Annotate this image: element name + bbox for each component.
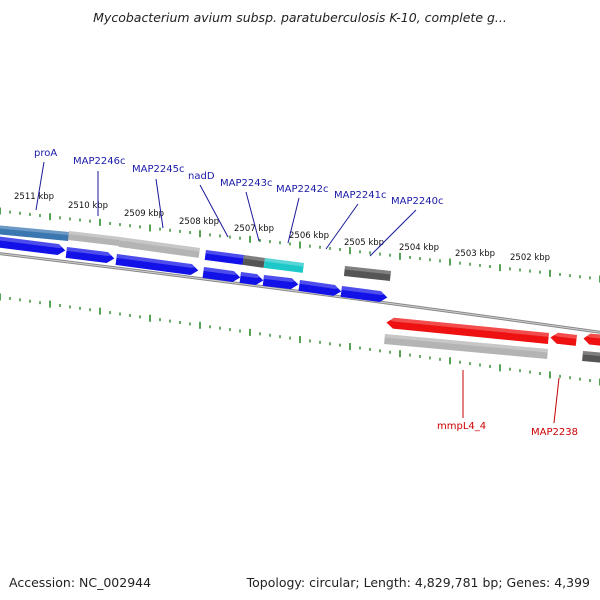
genome-backbone: [0, 252, 600, 334]
cds-forward-arrow[interactable]: [298, 280, 342, 297]
gene-block-steel-body: [0, 225, 70, 241]
cds-reverse-arrow[interactable]: [386, 317, 550, 344]
kbp-label: 2505 kbp: [344, 238, 384, 248]
label-leaders: [35, 161, 560, 424]
gene-block-teal-shine: [264, 258, 304, 267]
cds-forward-arrow-shine: [240, 272, 264, 278]
gene-block-gray[interactable]: [384, 334, 549, 359]
gene-block-dark-shine: [582, 351, 600, 357]
cds-forward-arrow-shine: [203, 267, 241, 275]
genome-summary: Topology: circular; Length: 4,829,781 bp…: [246, 575, 590, 590]
gene-block-gray[interactable]: [67, 231, 120, 246]
kbp-label: 2511 kbp: [14, 192, 54, 202]
cds-forward-arrow-shine: [341, 286, 388, 295]
cds-forward-arrow[interactable]: [262, 275, 299, 290]
gene-block-dark-body: [582, 351, 600, 363]
backbone-highlight: [0, 253, 600, 333]
gene-label-forward[interactable]: MAP2246c: [73, 156, 125, 167]
gene-label-forward[interactable]: nadD: [188, 171, 215, 182]
cds-forward-arrow-body: [262, 275, 299, 290]
gene-block-blue-shine: [205, 250, 245, 259]
cds-forward-arrow[interactable]: [340, 286, 388, 303]
cds-forward-arrow-body: [239, 272, 264, 286]
gene-label-reverse[interactable]: mmpL4_4: [437, 421, 486, 432]
gene-leader-line: [369, 209, 417, 257]
cds-forward-arrow-shine: [299, 280, 342, 289]
kbp-label: 2504 kbp: [399, 243, 439, 253]
gene-features: [0, 225, 600, 363]
gene-block-dark[interactable]: [582, 351, 600, 363]
cds-forward-arrow-body: [0, 236, 66, 256]
gene-block-gray-shine: [68, 231, 120, 241]
gene-leader-line: [553, 377, 560, 424]
gene-block-steel-shine: [0, 225, 70, 236]
cds-reverse-arrow-shine: [386, 317, 550, 337]
gene-label-forward[interactable]: proA: [34, 148, 57, 159]
kbp-label: 2510 kbp: [68, 201, 108, 211]
gene-block-blue-body: [204, 250, 245, 265]
gene-label-reverse[interactable]: MAP2238: [531, 427, 578, 438]
cds-forward-arrow[interactable]: [115, 254, 199, 276]
gene-block-gray-body: [384, 334, 549, 359]
cds-forward-arrow[interactable]: [0, 236, 66, 256]
gene-label-forward[interactable]: MAP2241c: [334, 190, 386, 201]
cds-forward-arrow-body: [202, 267, 241, 282]
gene-block-dark-shine: [344, 266, 392, 275]
cds-reverse-arrow-shine: [550, 332, 577, 339]
gene-block-gray-body: [118, 237, 200, 258]
gene-block-blue[interactable]: [204, 250, 245, 265]
gene-block-steel[interactable]: [0, 225, 70, 241]
cds-forward-arrow-body: [298, 280, 342, 296]
gene-leader-line: [155, 178, 164, 229]
kbp-label: 2502 kbp: [510, 253, 550, 263]
ruler-labels: 2511 kbp 2510 kbp 2509 kbp 2508 kbp 2507 kbp…: [14, 192, 550, 263]
cds-forward-arrow-body: [65, 247, 115, 264]
gene-label-forward[interactable]: MAP2243c: [220, 178, 272, 189]
cds-forward-arrow-shine: [66, 247, 115, 256]
gene-block-teal[interactable]: [263, 258, 304, 273]
gene-block-gray-shine: [384, 334, 549, 353]
kbp-label: 2508 kbp: [179, 217, 219, 227]
gene-leader-line: [199, 184, 229, 238]
cds-reverse-arrow[interactable]: [550, 332, 577, 346]
gene-label-forward[interactable]: MAP2240c: [391, 196, 443, 207]
gene-block-teal-body: [263, 258, 304, 273]
gene-leader-line: [325, 203, 359, 250]
cds-reverse-arrow-body: [550, 332, 577, 346]
cds-reverse-arrow[interactable]: [583, 333, 600, 346]
gene-block-gray[interactable]: [118, 237, 200, 258]
gene-block-dark-body: [242, 255, 266, 268]
gene-leader-line: [245, 191, 260, 242]
cds-forward-arrow[interactable]: [239, 272, 264, 286]
cds-forward-arrow[interactable]: [65, 247, 115, 264]
tick-marks: [0, 207, 600, 386]
map-title: Mycobacterium avium subsp. paratuberculo…: [93, 10, 507, 25]
cds-forward-arrow[interactable]: [202, 267, 241, 283]
cds-forward-arrow-body: [115, 254, 199, 275]
gene-block-dark-body: [343, 266, 392, 281]
cds-forward-arrow-shine: [263, 275, 299, 283]
kbp-label: 2503 kbp: [455, 249, 495, 259]
gene-leader-line: [35, 161, 45, 211]
kbp-label: 2506 kbp: [289, 231, 329, 241]
gene-label-forward[interactable]: MAP2245c: [132, 164, 184, 175]
accession-text: Accession: NC_002944: [9, 575, 152, 590]
cds-forward-arrow-shine: [116, 254, 199, 268]
gene-labels: proA MAP2246c MAP2245c nadD MAP2243c MAP2242c…: [34, 148, 578, 438]
cds-forward-arrow-body: [340, 286, 388, 303]
cds-forward-arrow-shine: [0, 236, 66, 248]
kbp-label: 2507 kbp: [234, 224, 274, 234]
gene-leader-line: [287, 197, 300, 244]
gene-block-dark[interactable]: [343, 266, 392, 281]
cds-reverse-arrow-body: [386, 317, 550, 344]
gene-label-forward[interactable]: MAP2242c: [276, 184, 328, 195]
gene-block-dark-shine: [243, 255, 266, 262]
gene-block-dark[interactable]: [242, 255, 266, 268]
gene-block-gray-shine: [119, 237, 200, 252]
kbp-label: 2509 kbp: [124, 209, 164, 219]
gene-block-gray-body: [67, 231, 120, 246]
